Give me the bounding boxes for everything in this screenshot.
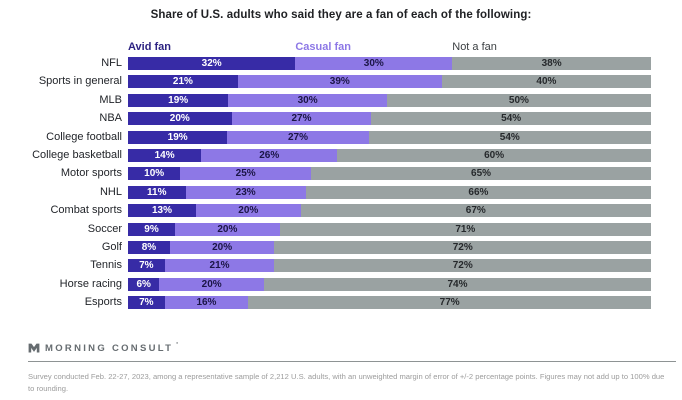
bar-segment: 10%	[128, 167, 181, 181]
bar-chart: NFL 32% 30% 38% Sports in general 21% 39% 40% ML…	[28, 57, 652, 310]
bar-segment: 20%	[175, 222, 280, 236]
bar-segment: 54%	[371, 112, 651, 126]
table-row: College football 19% 27% 54%	[28, 130, 651, 144]
table-row: Horse racing 6% 20% 74%	[28, 277, 651, 291]
table-row: NHL 11% 23% 66%	[28, 185, 652, 199]
bar-segment: 50%	[386, 93, 651, 107]
chart-legend: Avid fan Casual fan Not a fan	[128, 41, 651, 54]
bar-segment: 19%	[128, 130, 228, 144]
bar-segment: 30%	[295, 57, 453, 70]
bar-segment: 20%	[169, 240, 275, 254]
legend-item: Casual fan	[295, 41, 351, 53]
bar-segment: 27%	[227, 130, 369, 144]
bar-segment: 6%	[128, 277, 160, 291]
stacked-bar: 14% 26% 60%	[128, 148, 651, 162]
stacked-bar: 7% 21% 72%	[128, 259, 651, 273]
bar-segment: 38%	[452, 57, 651, 70]
table-row: Motor sports 10% 25% 65%	[28, 167, 651, 181]
stacked-bar: 8% 20% 72%	[128, 240, 651, 254]
bar-segment: 30%	[228, 93, 387, 107]
bar-segment: 20%	[128, 112, 232, 126]
category-label: College basketball	[32, 148, 122, 161]
bar-segment: 67%	[300, 204, 651, 218]
table-row: Tennis 7% 21% 72%	[28, 259, 651, 273]
category-label: Horse racing	[59, 277, 122, 290]
table-row: Esports 7% 16% 77%	[28, 296, 651, 310]
bar-segment: 72%	[274, 240, 651, 254]
brand-logo: MORNING CONSULT '	[28, 342, 180, 354]
bar-segment: 39%	[237, 75, 442, 89]
bar-segment: 71%	[279, 222, 651, 236]
bar-segment: 21%	[128, 75, 238, 89]
bar-segment: 20%	[159, 277, 264, 291]
bar-segment: 27%	[231, 112, 372, 126]
bar-segment: 72%	[274, 259, 651, 273]
bar-segment: 7%	[128, 296, 165, 310]
bar-segment: 25%	[180, 167, 312, 181]
stacked-bar: 10% 25% 65%	[128, 167, 651, 181]
category-label: Tennis	[90, 259, 122, 272]
source-note: Survey conducted Feb. 22-27, 2023, among…	[28, 372, 665, 393]
category-label: Golf	[101, 240, 122, 253]
stacked-bar: 20% 27% 54%	[128, 112, 651, 126]
stacked-bar: 11% 23% 66%	[128, 185, 652, 199]
table-row: MLB 19% 30% 50%	[28, 93, 651, 107]
bar-segment: 32%	[128, 57, 296, 70]
bar-segment: 65%	[311, 167, 651, 181]
bar-segment: 9%	[128, 222, 176, 236]
bar-segment: 19%	[128, 93, 229, 107]
table-row: Golf 8% 20% 72%	[28, 240, 651, 254]
stacked-bar: 6% 20% 74%	[128, 277, 651, 291]
bar-segment: 66%	[305, 185, 652, 199]
category-label: NFL	[101, 57, 122, 69]
morning-consult-m-icon	[28, 342, 40, 354]
category-label: NHL	[99, 185, 122, 198]
bar-segment: 77%	[248, 296, 651, 310]
bar-segment: 21%	[164, 259, 275, 273]
stacked-bar: 21% 39% 40%	[128, 75, 651, 89]
category-label: Sports in general	[38, 75, 122, 88]
category-label: Soccer	[87, 222, 122, 235]
stacked-bar: 19% 27% 54%	[128, 130, 651, 144]
legend-item: Avid fan	[128, 41, 171, 53]
stacked-bar: 13% 20% 67%	[128, 204, 651, 218]
bar-segment: 60%	[337, 148, 651, 162]
table-row: NBA 20% 27% 54%	[28, 112, 651, 126]
table-row: College basketball 14% 26% 60%	[28, 148, 651, 162]
bar-segment: 23%	[185, 185, 306, 199]
bar-segment: 40%	[441, 75, 651, 89]
stacked-bar: 7% 16% 77%	[128, 296, 651, 310]
bar-segment: 11%	[128, 185, 186, 199]
bar-segment: 20%	[195, 204, 301, 218]
bar-segment: 26%	[201, 148, 338, 162]
stacked-bar: 32% 30% 38%	[128, 57, 651, 70]
stacked-bar: 9% 20% 71%	[128, 222, 651, 236]
bar-segment: 8%	[128, 240, 170, 254]
footer-divider	[28, 361, 676, 362]
bar-segment: 16%	[164, 296, 249, 310]
category-label: Motor sports	[60, 167, 122, 180]
category-label: NBA	[99, 112, 122, 125]
table-row: Sports in general 21% 39% 40%	[28, 75, 651, 89]
category-label: MLB	[99, 93, 122, 106]
stacked-bar: 19% 30% 50%	[128, 93, 651, 107]
category-label: College football	[46, 130, 122, 143]
bar-segment: 54%	[368, 130, 651, 144]
table-row: Combat sports 13% 20% 67%	[28, 204, 651, 218]
bar-segment: 74%	[263, 277, 651, 291]
brand-logo-trademark: '	[176, 341, 178, 349]
category-label: Esports	[84, 296, 122, 309]
chart-title: Share of U.S. adults who said they are a…	[150, 9, 532, 21]
bar-segment: 7%	[128, 259, 165, 273]
table-row: Soccer 9% 20% 71%	[28, 222, 651, 236]
bar-segment: 13%	[128, 204, 196, 218]
category-label: Combat sports	[50, 204, 122, 217]
brand-logo-text: MORNING CONSULT	[45, 342, 174, 354]
table-row: NFL 32% 30% 38%	[28, 57, 651, 70]
bar-segment: 14%	[128, 148, 202, 162]
legend-item: Not a fan	[452, 41, 497, 53]
